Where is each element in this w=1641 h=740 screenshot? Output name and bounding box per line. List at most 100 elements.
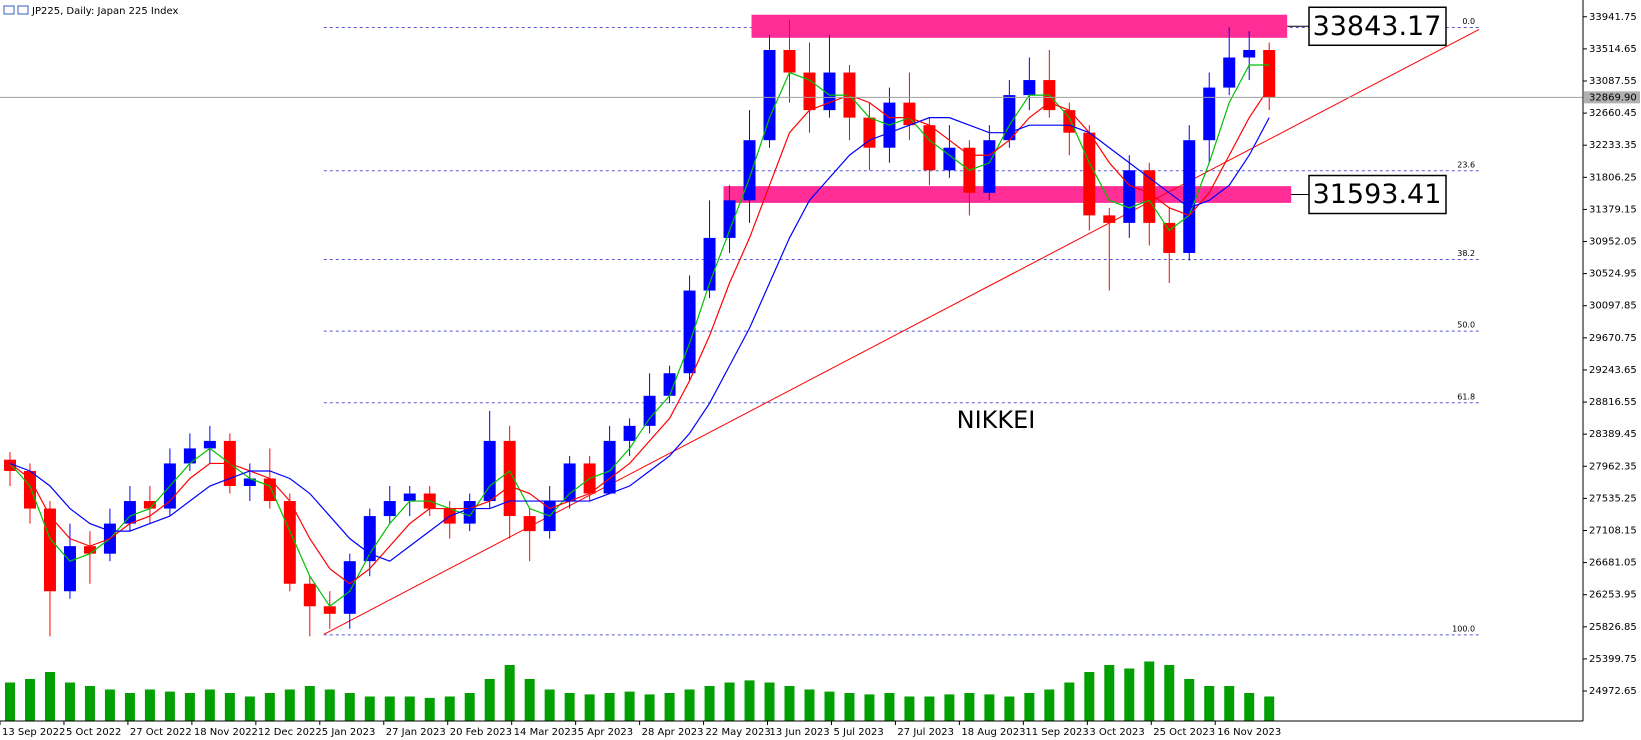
x-tick-label: 3 Oct 2023 xyxy=(1089,727,1144,738)
volume-bar xyxy=(384,696,395,721)
volume-bar xyxy=(1244,693,1255,721)
candle-body xyxy=(643,395,656,426)
candle-body xyxy=(483,440,496,502)
volume-bar xyxy=(84,686,95,721)
volume-bar xyxy=(944,694,955,721)
current-price-label: 32869.90 xyxy=(1589,92,1637,103)
fib-label: 100.0 xyxy=(1452,624,1475,633)
volume-bar xyxy=(664,693,675,721)
candle-body xyxy=(523,516,536,532)
candle-body xyxy=(1163,222,1176,253)
y-tick-label: 30524.95 xyxy=(1589,269,1637,280)
volume-bar xyxy=(524,679,535,721)
volume-bar xyxy=(364,696,375,721)
volume-bar xyxy=(1224,686,1235,721)
candle-body xyxy=(23,470,36,509)
volume-bar xyxy=(344,693,355,721)
volume-bar xyxy=(604,693,615,721)
volume-bar xyxy=(744,680,755,721)
volume-bar xyxy=(824,691,835,721)
candle-body xyxy=(203,440,216,449)
volume-bar xyxy=(264,693,275,721)
volume-bar xyxy=(864,694,875,721)
volume-bar xyxy=(144,689,155,721)
volume-bar xyxy=(64,682,75,721)
volume-bar xyxy=(444,696,455,721)
candle-body xyxy=(563,463,576,502)
candle-body xyxy=(703,237,716,291)
volume-bar xyxy=(1104,665,1115,721)
candle-body xyxy=(1103,215,1116,223)
fib-label: 0.0 xyxy=(1462,17,1475,26)
volume-bar xyxy=(44,672,55,721)
candle-body xyxy=(723,200,736,238)
volume-bar xyxy=(844,693,855,721)
moving-average xyxy=(9,87,1270,585)
volume-bar xyxy=(1164,665,1175,721)
y-tick-label: 30097.85 xyxy=(1589,301,1637,312)
y-tick-label: 33514.65 xyxy=(1589,44,1637,55)
candle-body xyxy=(623,425,636,441)
candle-body xyxy=(1243,49,1256,58)
candle-body xyxy=(943,147,956,171)
candle-body xyxy=(43,508,56,592)
candle-body xyxy=(323,606,336,614)
candle-body xyxy=(243,478,256,487)
volume-bar xyxy=(4,682,15,721)
volume-bar xyxy=(884,693,895,721)
candle-body xyxy=(503,440,516,517)
x-tick-label: 5 Apr 2023 xyxy=(578,727,633,738)
x-tick-label: 27 Jan 2023 xyxy=(386,727,446,738)
candle-body xyxy=(823,72,836,111)
volume-bar xyxy=(624,691,635,721)
current-price-tag xyxy=(1584,91,1640,104)
candle-body xyxy=(1183,140,1196,253)
x-tick-label: 28 Apr 2023 xyxy=(642,727,704,738)
volume-bar xyxy=(104,689,115,721)
volume-bar xyxy=(644,694,655,721)
candle-body xyxy=(663,373,676,396)
candle-body xyxy=(1003,95,1016,141)
candle-body xyxy=(683,290,696,374)
fib-label: 23.6 xyxy=(1457,160,1475,169)
candle-body xyxy=(263,478,276,502)
volume-bar xyxy=(704,686,715,721)
y-tick-label: 33941.75 xyxy=(1589,12,1637,23)
volume-bar xyxy=(164,691,175,721)
candle-body xyxy=(1203,87,1216,141)
volume-bar xyxy=(224,693,235,721)
callout-box xyxy=(1308,6,1447,47)
callout-box xyxy=(1308,174,1447,215)
y-tick-label: 27962.35 xyxy=(1589,461,1637,472)
callout-label: 31593.41 xyxy=(1313,179,1442,210)
x-tick-label: 16 Nov 2023 xyxy=(1217,727,1281,738)
y-tick-label: 25399.75 xyxy=(1589,654,1637,665)
x-tick-label: 14 Mar 2023 xyxy=(514,727,577,738)
x-tick-label: 5 Oct 2022 xyxy=(66,727,121,738)
candle-body xyxy=(123,501,136,524)
annotation: NIKKEI xyxy=(957,406,1036,434)
volume-bar xyxy=(184,693,195,721)
candle-body xyxy=(983,140,996,193)
volume-bar xyxy=(1064,682,1075,721)
candle-body xyxy=(183,448,196,464)
volume-bar xyxy=(504,665,515,721)
volume-bar xyxy=(464,693,475,721)
y-tick-label: 31806.25 xyxy=(1589,172,1637,183)
x-tick-label: 13 Sep 2022 xyxy=(2,727,65,738)
y-tick-label: 26253.95 xyxy=(1589,590,1637,601)
volume-bar xyxy=(1004,696,1015,721)
volume-bar xyxy=(1024,693,1035,721)
volume-bar xyxy=(544,689,555,721)
y-tick-label: 28389.45 xyxy=(1589,429,1637,440)
volume-bar xyxy=(24,679,35,721)
candle-body xyxy=(463,501,476,524)
candle-body xyxy=(303,583,316,607)
x-tick-label: 20 Feb 2023 xyxy=(450,727,512,738)
volume-bar xyxy=(804,689,815,721)
x-tick-label: 18 Nov 2022 xyxy=(194,727,258,738)
y-tick-label: 26681.05 xyxy=(1589,558,1637,569)
volume-bar xyxy=(404,696,415,721)
chart-icon xyxy=(17,5,29,15)
